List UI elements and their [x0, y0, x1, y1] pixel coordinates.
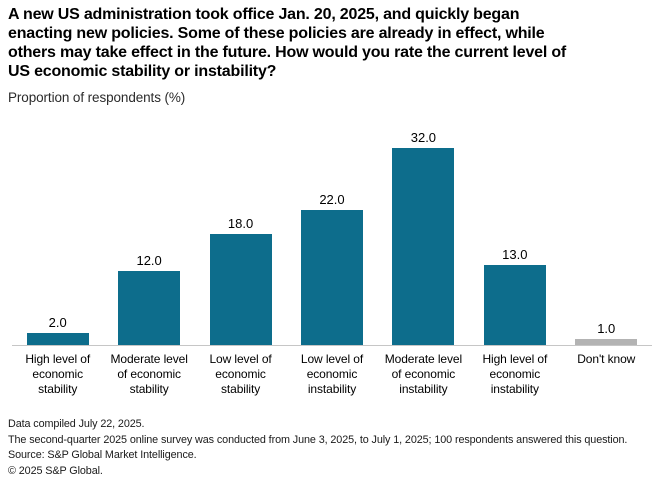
bar	[118, 271, 181, 345]
chart-title-line: others may take effect in the future. Ho…	[8, 44, 567, 61]
x-axis-label: High level of economic stability	[25, 352, 91, 396]
bar	[483, 265, 546, 345]
x-axis-label: Low level of economic instability	[300, 352, 364, 396]
bar	[209, 234, 272, 345]
bar-value-label: 1.0	[597, 320, 616, 336]
footnote-copyright: © 2025 S&P Global.	[8, 464, 103, 477]
x-axis-label: Low level of economic stability	[209, 352, 272, 396]
bar	[26, 332, 89, 345]
bar-value-label: 13.0	[502, 247, 528, 262]
chart-title-line: A new US administration took office Jan.…	[8, 6, 520, 23]
bar-column: 13.0	[469, 127, 560, 345]
footnote-source: Source: S&P Global Market Intelligence.	[8, 449, 197, 461]
bar	[575, 338, 638, 345]
x-axis-labels-row: High level of economic stability Moderate…	[12, 352, 652, 397]
y-axis-unit-label: Proportion of respondents (%)	[8, 90, 186, 105]
x-axis-label: Don't know	[577, 352, 636, 366]
bar-column: 12.0	[103, 127, 194, 345]
bar-value-label: 2.0	[48, 314, 67, 330]
x-axis-label: Moderate level of economic stability	[110, 352, 188, 396]
bar-column: 1.0	[561, 127, 652, 345]
chart-title-line: US economic stability or instability?	[8, 63, 277, 80]
chart-title: A new US administration took office Jan.…	[8, 5, 656, 81]
bar	[392, 148, 455, 345]
chart-footnotes: Data compiled July 22, 2025. The second-…	[8, 417, 658, 479]
bar-column: 18.0	[195, 127, 286, 345]
bar-chart-plot-area: 2.0 12.0 18.0 22.0 32.0 13.0 1.0	[12, 127, 652, 346]
bar-value-label: 18.0	[227, 216, 254, 232]
x-axis-label: High level of economic instability	[482, 352, 548, 396]
chart-title-line: enacting new policies. Some of these pol…	[8, 25, 545, 42]
bar-value-label: 22.0	[319, 191, 345, 207]
bar-column: 2.0	[12, 127, 103, 345]
bar-column: 22.0	[286, 127, 377, 345]
bar-value-label: 32.0	[410, 130, 437, 146]
bar-value-label: 12.0	[136, 253, 162, 269]
footnote-survey-details: The second-quarter 2025 online survey wa…	[8, 433, 628, 446]
bar	[300, 209, 363, 345]
bar-column: 32.0	[378, 127, 469, 345]
x-axis-label: Moderate level of economic instability	[384, 352, 463, 396]
footnote-data-compiled: Data compiled July 22, 2025.	[8, 418, 145, 430]
